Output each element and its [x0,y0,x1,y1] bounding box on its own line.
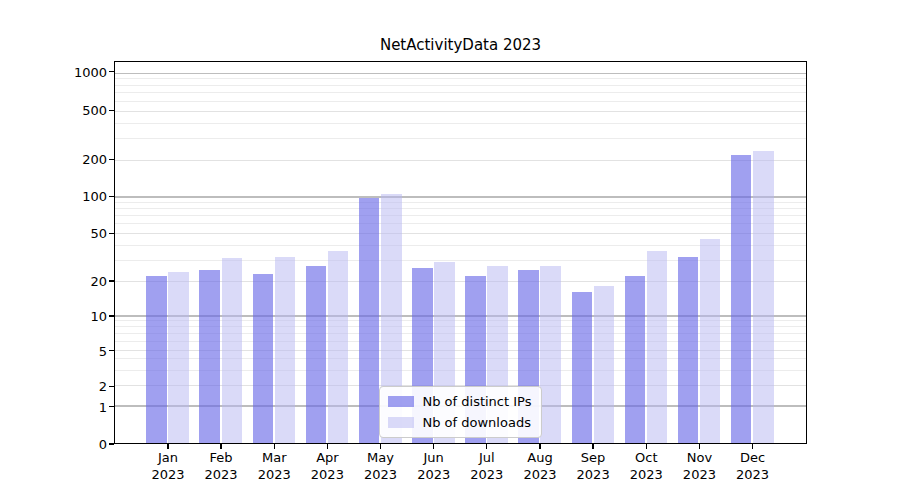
x-tick-label-feb-2023: Feb2023 [205,449,238,483]
y-tick-label-200: 200 [20,153,107,166]
bar-nb-of-distinct-ips-oct-2023 [625,276,646,443]
legend-label-downloads: Nb of downloads [423,415,531,430]
bar-nb-of-downloads-mar-2023 [275,257,296,443]
gridline-minor-60 [115,223,807,224]
bar-nb-of-distinct-ips-mar-2023 [253,274,274,443]
bar-nb-of-distinct-ips-jan-2023 [146,276,167,443]
y-tick-label-20: 20 [20,275,107,288]
x-tick-label-apr-2023: Apr2023 [311,449,344,483]
gridline-minor-400 [115,123,807,124]
legend: Nb of distinct IPs Nb of downloads [379,386,543,438]
y-tick-label-5: 5 [20,344,107,357]
y-tick-label-1000: 1000 [20,65,107,78]
gridline-minor-90 [115,202,807,203]
y-tick-label-100: 100 [20,190,107,203]
x-tick-label-nov-2023: Nov2023 [683,449,716,483]
x-tick-label-oct-2023: Oct2023 [630,449,663,483]
x-tick-label-mar-2023: Mar2023 [258,449,291,483]
legend-swatch-distinct-ips [388,396,414,407]
x-tick-label-dec-2023: Dec2023 [736,449,769,483]
legend-item-downloads: Nb of downloads [388,415,532,430]
legend-item-distinct-ips: Nb of distinct IPs [388,394,532,409]
gridline-minor-70 [115,215,807,216]
y-tick-label-500: 500 [20,104,107,117]
x-tick-label-jul-2023: Jul2023 [470,449,503,483]
y-tick-label-10: 10 [20,309,107,322]
bar-nb-of-distinct-ips-dec-2023 [731,155,752,443]
gridline-major-1000 [115,73,807,74]
bar-nb-of-downloads-oct-2023 [647,251,668,443]
chart-title: NetActivityData 2023 [114,36,807,54]
gridline-minor-600 [115,101,807,102]
gridline-major-100 [115,196,807,197]
bar-chart-figure: NetActivityData 2023 0 1 2 5 10 20 50 100 200 500… [0,0,900,500]
x-tick-label-sep-2023: Sep2023 [577,449,610,483]
bar-nb-of-downloads-sep-2023 [594,286,615,443]
bar-nb-of-distinct-ips-feb-2023 [199,270,220,443]
x-tick-label-may-2023: May2023 [364,449,397,483]
legend-swatch-downloads [388,417,414,428]
x-tick-label-jan-2023: Jan2023 [151,449,184,483]
gridline-minor-900 [115,78,807,79]
gridline-minor-700 [115,92,807,93]
gridline-minor-80 [115,208,807,209]
gridline-mid-50 [115,233,807,234]
bar-nb-of-distinct-ips-nov-2023 [678,257,699,443]
gridline-mid-200 [115,160,807,161]
bar-nb-of-downloads-nov-2023 [700,239,721,443]
bar-nb-of-downloads-dec-2023 [753,151,774,443]
gridline-minor-300 [115,138,807,139]
gridline-mid-500 [115,111,807,112]
bar-nb-of-distinct-ips-sep-2023 [572,292,593,443]
bar-nb-of-downloads-feb-2023 [222,258,243,443]
bar-nb-of-distinct-ips-apr-2023 [306,266,327,443]
x-tick-label-jun-2023: Jun2023 [417,449,450,483]
bar-nb-of-downloads-jan-2023 [168,272,189,443]
bar-nb-of-downloads-aug-2023 [540,266,561,443]
y-tick-label-0: 0 [20,438,107,451]
bar-nb-of-downloads-apr-2023 [328,251,349,443]
legend-label-distinct-ips: Nb of distinct IPs [423,394,532,409]
plot-area: Nb of distinct IPs Nb of downloads [114,61,808,445]
x-tick-label-aug-2023: Aug2023 [523,449,556,483]
y-tick-label-2: 2 [20,380,107,393]
bar-nb-of-distinct-ips-may-2023 [359,198,380,443]
y-tick-label-50: 50 [20,227,107,240]
y-tick-label-1: 1 [20,400,107,413]
gridline-minor-800 [115,85,807,86]
